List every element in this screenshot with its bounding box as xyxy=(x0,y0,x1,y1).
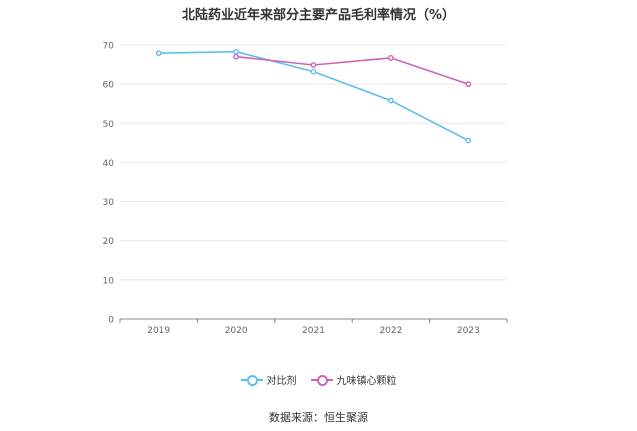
data-point xyxy=(387,55,394,61)
data-point xyxy=(310,68,317,75)
data-point xyxy=(233,48,240,55)
x-tick-label: 2023 xyxy=(457,326,480,336)
legend: 对比剂 九味镇心颗粒 xyxy=(0,372,637,387)
data-point xyxy=(465,81,472,88)
y-tick-label: 70 xyxy=(103,42,115,52)
legend-item-series-1[interactable]: 对比剂 xyxy=(240,372,297,387)
grid-lines xyxy=(120,44,507,281)
data-point xyxy=(155,50,162,57)
x-tick-label: 2021 xyxy=(302,326,325,336)
y-tick-label: 40 xyxy=(103,159,115,169)
line-chart: 0 10 20 30 40 50 60 70 2019 2020 2021 2022 2023 xyxy=(103,42,508,336)
data-source: 数据来源：恒生聚源 xyxy=(269,411,368,424)
y-axis-ticks: 0 10 20 30 40 50 60 70 xyxy=(103,42,115,326)
x-tick-label: 2019 xyxy=(147,326,170,336)
legend-marker-icon xyxy=(310,374,333,386)
legend-item-series-2[interactable]: 九味镇心颗粒 xyxy=(310,372,397,387)
x-axis: 2019 2020 2021 2022 2023 xyxy=(119,318,508,336)
legend-label: 对比剂 xyxy=(266,376,297,387)
legend-label: 九味镇心颗粒 xyxy=(336,376,397,387)
x-tick-label: 2022 xyxy=(379,326,402,336)
legend-marker-icon xyxy=(240,374,263,386)
series-line-2 xyxy=(236,55,469,85)
data-point xyxy=(310,62,317,68)
chart-title: 北陆药业近年来部分主要产品毛利率情况（%） xyxy=(181,8,456,23)
y-tick-label: 60 xyxy=(103,81,115,91)
y-tick-label: 0 xyxy=(108,316,114,326)
series-lines xyxy=(155,48,472,144)
x-tick-label: 2020 xyxy=(225,326,248,336)
data-point xyxy=(233,53,240,60)
y-tick-label: 10 xyxy=(103,276,115,286)
y-tick-label: 50 xyxy=(103,120,115,130)
data-point xyxy=(465,137,472,144)
y-tick-label: 20 xyxy=(103,237,115,247)
data-point xyxy=(387,97,394,104)
y-tick-label: 30 xyxy=(103,198,115,208)
